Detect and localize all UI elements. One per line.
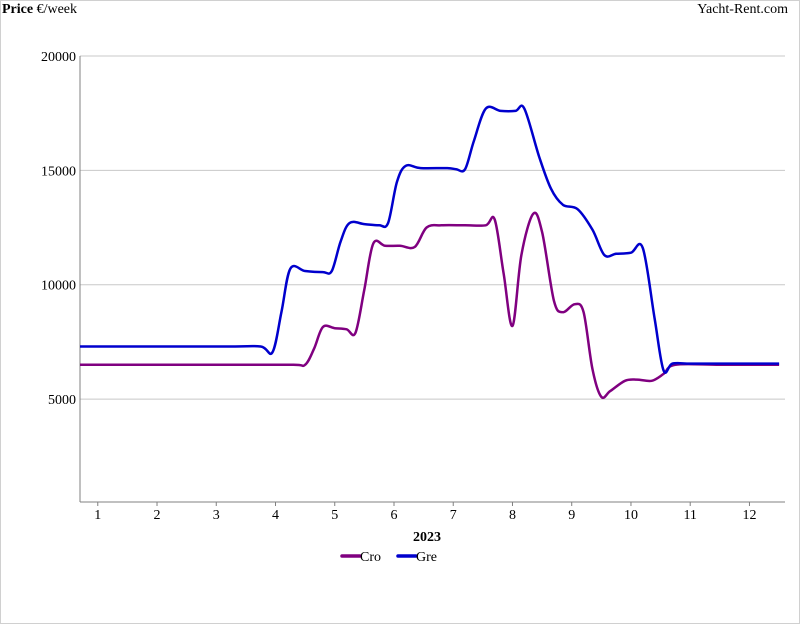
x-tick-labels: 1 2 3 4 5 6 7 8 9 10 11 12 xyxy=(94,502,756,523)
x-tick-label: 3 xyxy=(213,508,220,523)
x-tick-label: 7 xyxy=(450,508,457,523)
x-tick-label: 4 xyxy=(272,508,279,523)
gridlines xyxy=(80,55,785,400)
axes xyxy=(79,56,785,503)
x-tick-label: 1 xyxy=(94,508,101,523)
brand-label: Yacht-Rent.com xyxy=(697,2,788,17)
legend-label-gre: Gre xyxy=(416,550,437,565)
x-tick-label: 12 xyxy=(742,508,756,523)
series-line-gre xyxy=(79,104,780,374)
x-tick-label: 6 xyxy=(390,508,397,523)
x-tick-label: 8 xyxy=(509,508,516,523)
x-tick-label: 2 xyxy=(154,508,161,523)
x-tick-label: 11 xyxy=(683,508,696,523)
y-tick-label: 10000 xyxy=(41,279,76,294)
x-tick-label: 5 xyxy=(331,508,338,523)
y-axis-title-unit: €/week xyxy=(36,2,78,17)
y-axis-title-bold: Price xyxy=(2,2,34,17)
y-axis-title: Price €/week xyxy=(2,2,77,18)
x-axis-title: 2023 xyxy=(413,530,441,545)
series-lines xyxy=(79,104,780,400)
y-tick-label: 15000 xyxy=(41,164,76,179)
x-tick-label: 10 xyxy=(624,508,638,523)
legend-label-cro: Cro xyxy=(360,550,381,565)
y-tick-labels: 5000 10000 15000 20000 xyxy=(41,50,76,408)
series-line-cro xyxy=(80,211,780,400)
y-tick-label: 5000 xyxy=(48,393,76,408)
y-tick-label: 20000 xyxy=(41,50,76,65)
legend: Cro Gre xyxy=(340,550,437,565)
x-tick-label: 9 xyxy=(568,508,575,523)
